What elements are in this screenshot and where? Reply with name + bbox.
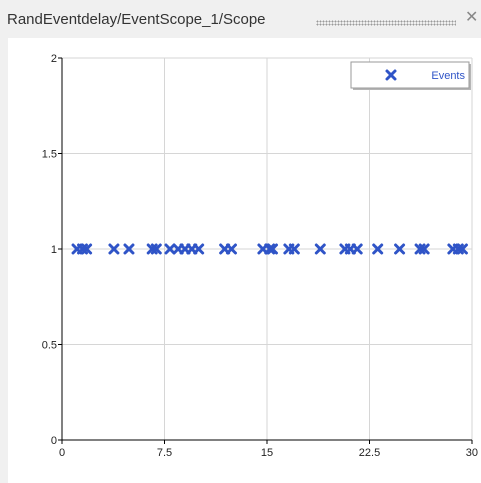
- data-point: [81, 243, 93, 255]
- legend-marker-icon: [385, 69, 397, 81]
- data-point: [264, 243, 276, 255]
- x-tick-label: 30: [466, 447, 478, 459]
- data-point: [266, 243, 278, 255]
- x-tick-label: 0: [59, 447, 65, 459]
- plot-panel: [8, 38, 481, 483]
- data-point: [418, 243, 430, 255]
- data-point: [288, 243, 300, 255]
- x-tick-label: 15: [261, 447, 273, 459]
- title-bar[interactable]: RandEventdelay/EventScope_1/Scope ✕: [0, 0, 481, 38]
- close-icon[interactable]: ✕: [465, 9, 479, 26]
- legend-label: Events: [431, 70, 465, 82]
- drag-grip-icon[interactable]: [316, 20, 456, 26]
- y-tick-label: 1: [51, 244, 57, 256]
- data-point: [164, 243, 176, 255]
- data-point: [351, 243, 363, 255]
- data-point: [150, 243, 162, 255]
- data-point: [372, 243, 384, 255]
- data-point: [456, 243, 468, 255]
- data-point: [123, 243, 135, 255]
- data-point: [394, 243, 406, 255]
- x-tick-label: 22.5: [359, 447, 380, 459]
- y-tick-label: 1.5: [42, 149, 57, 161]
- y-tick-label: 0.5: [42, 340, 57, 352]
- data-point: [314, 243, 326, 255]
- data-point: [108, 243, 120, 255]
- window-title: RandEventdelay/EventScope_1/Scope: [7, 11, 266, 28]
- data-point: [225, 243, 237, 255]
- legend-box: [350, 61, 470, 89]
- data-point: [193, 243, 205, 255]
- y-tick-label: 2: [51, 53, 57, 65]
- x-tick-label: 7.5: [157, 447, 172, 459]
- y-tick-label: 0: [51, 435, 57, 447]
